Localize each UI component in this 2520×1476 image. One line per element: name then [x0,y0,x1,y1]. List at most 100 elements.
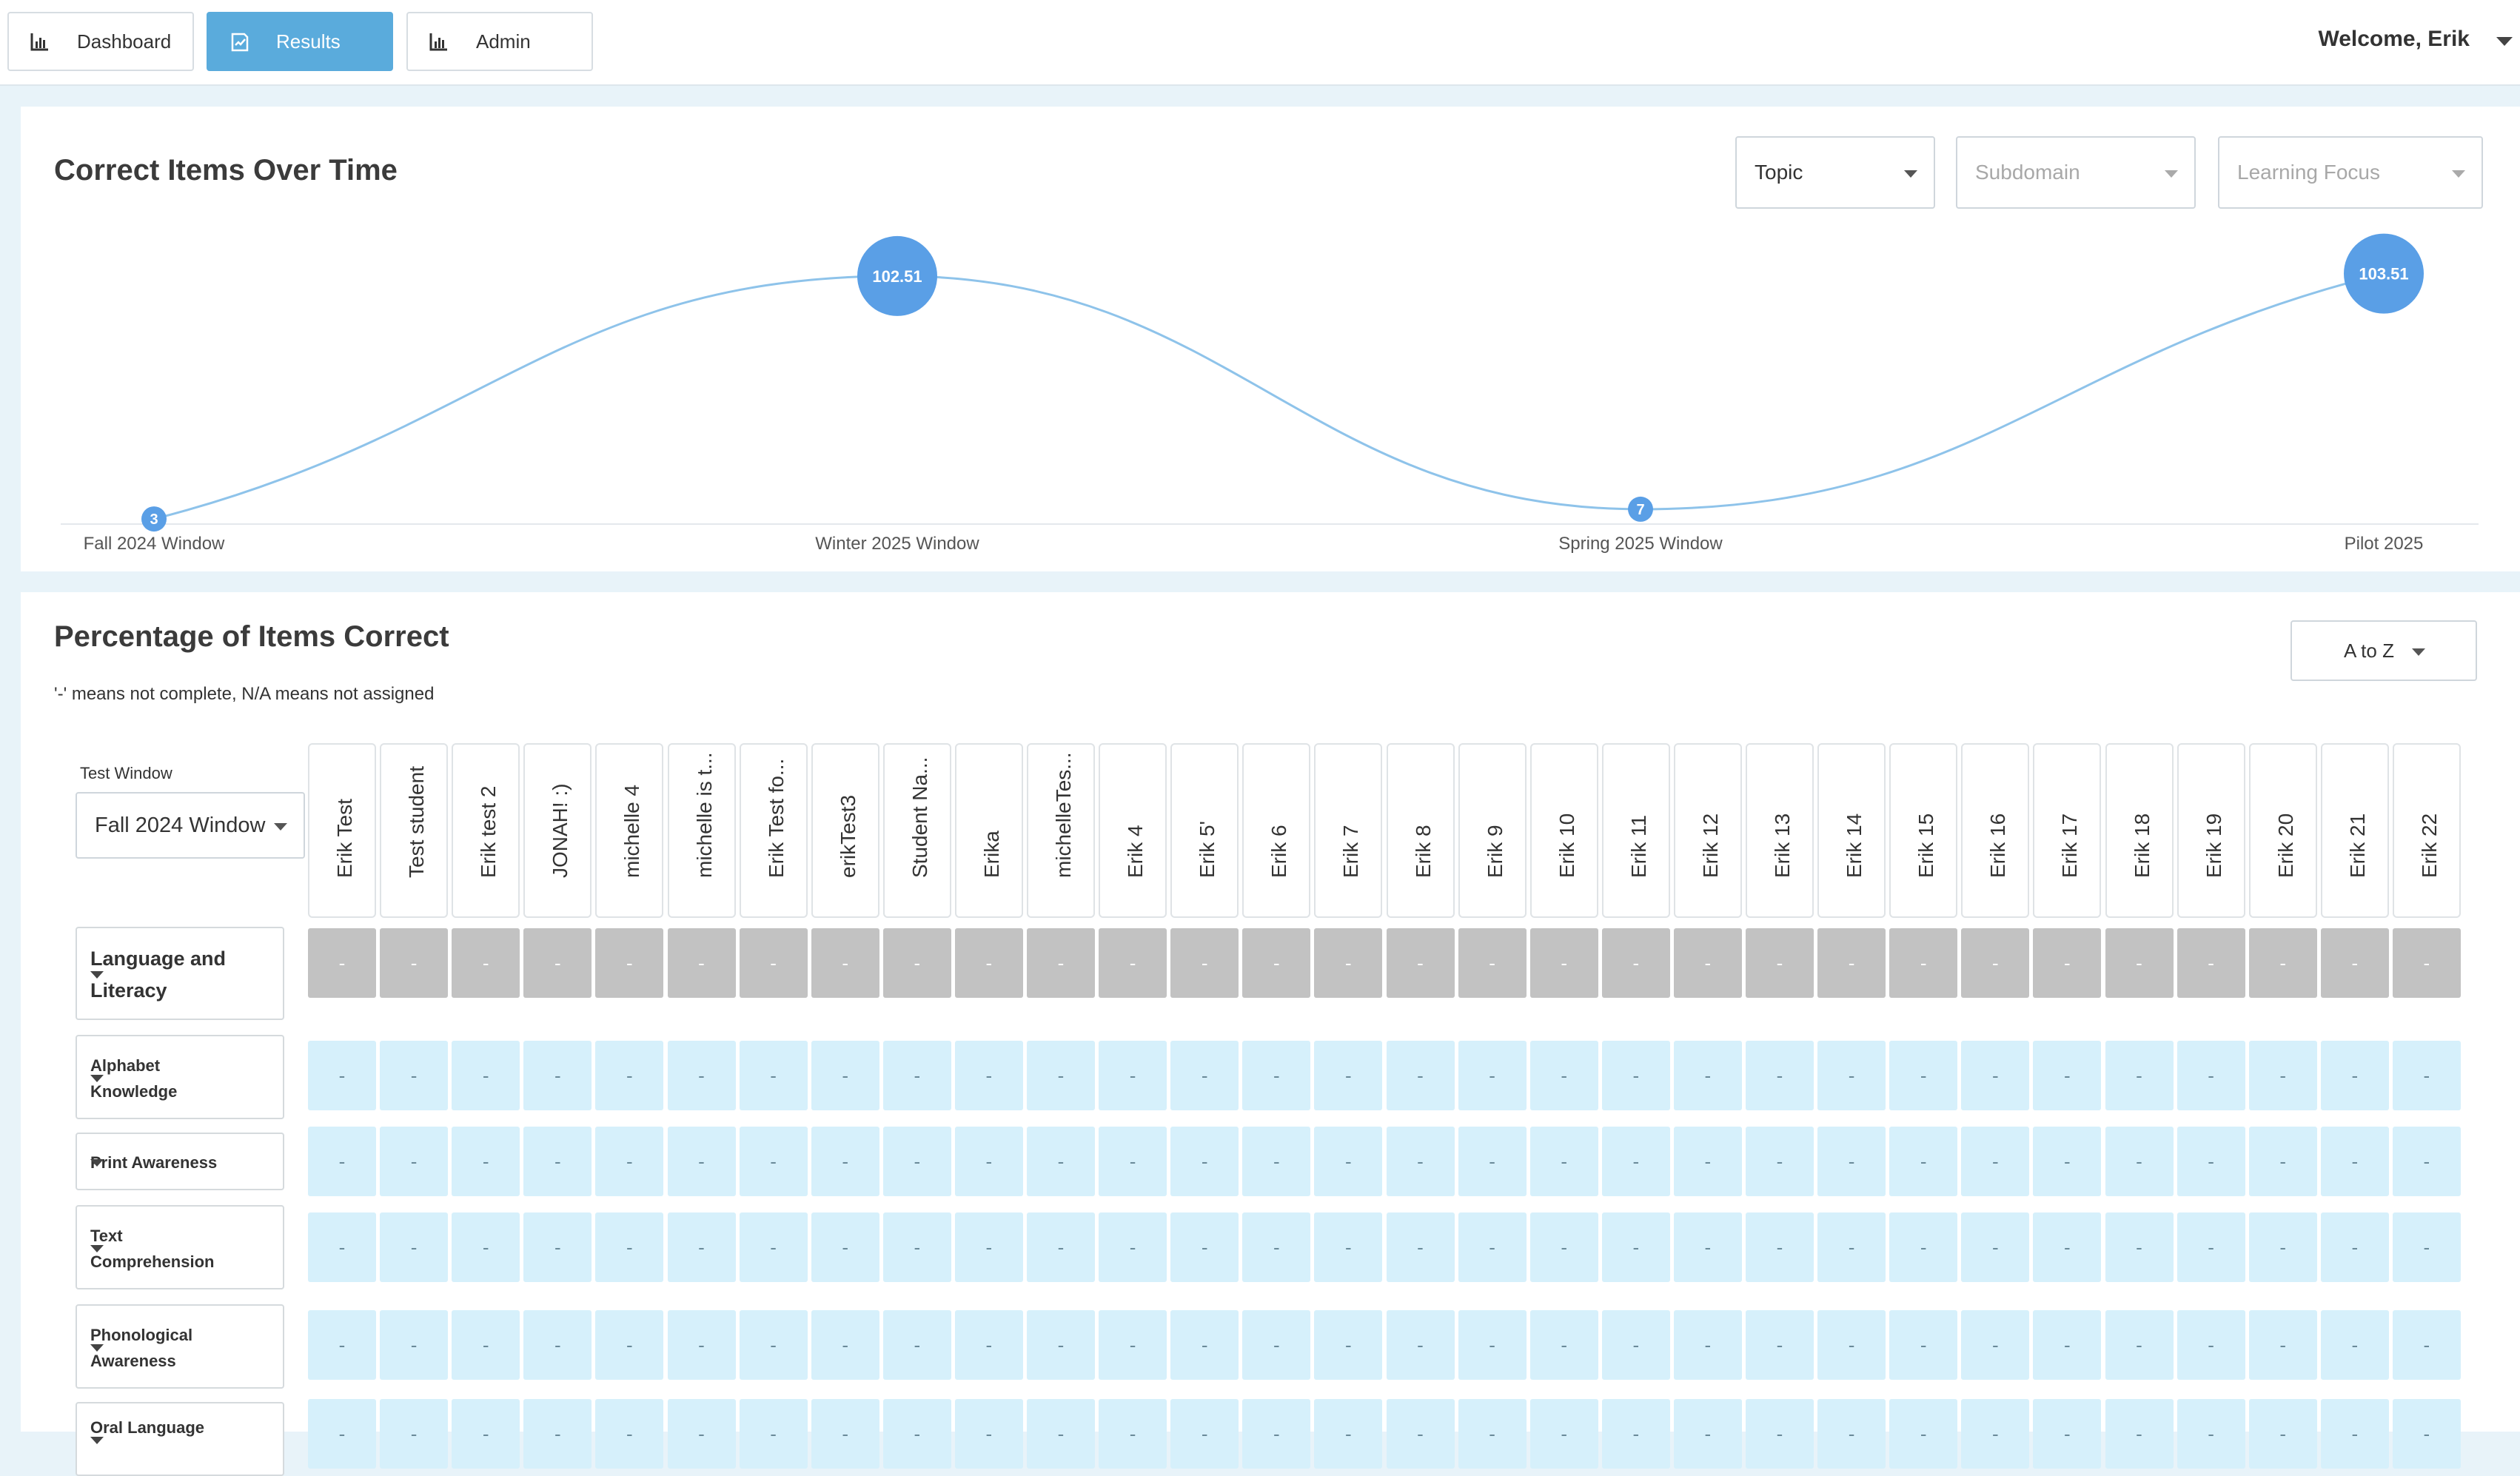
score-cell[interactable]: - [1027,1212,1095,1282]
score-cell[interactable]: - [2033,1127,2102,1196]
score-cell[interactable]: - [1961,1127,2030,1196]
score-cell[interactable]: - [882,1041,951,1110]
score-cell[interactable]: - [523,1041,592,1110]
score-cell[interactable]: - [954,1041,1023,1110]
row-label-toggle[interactable]: Alphabet Knowledge [76,1035,284,1119]
score-cell[interactable]: - [1673,1127,1742,1196]
score-cell[interactable]: - [1817,1127,1886,1196]
learning-focus-select[interactable]: Learning Focus [2218,136,2483,209]
score-cell[interactable]: - [380,1041,449,1110]
score-cell[interactable]: - [1746,1041,1814,1110]
score-cell[interactable]: - [1817,1041,1886,1110]
score-cell[interactable]: - [2392,1399,2461,1469]
score-cell[interactable]: - [811,1399,879,1469]
score-cell[interactable]: - [1529,928,1598,998]
score-cell[interactable]: - [2105,1041,2174,1110]
score-cell[interactable]: - [523,1212,592,1282]
row-label-toggle[interactable]: Text Comprehension [76,1205,284,1289]
score-cell[interactable]: - [2176,1127,2245,1196]
score-cell[interactable]: - [882,928,951,998]
score-cell[interactable]: - [667,1127,736,1196]
score-cell[interactable]: - [1817,928,1886,998]
score-cell[interactable]: - [1458,1399,1527,1469]
score-cell[interactable]: - [954,1399,1023,1469]
row-label-toggle[interactable]: Print Awareness [76,1133,284,1190]
row-label-toggle[interactable]: Oral Language [76,1402,284,1476]
score-cell[interactable]: - [1529,1310,1598,1380]
data-point[interactable] [2344,233,2424,314]
score-cell[interactable]: - [1817,1212,1886,1282]
score-cell[interactable]: - [2176,1310,2245,1380]
score-cell[interactable]: - [1961,1310,2030,1380]
score-cell[interactable]: - [1746,1127,1814,1196]
score-cell[interactable]: - [2105,1310,2174,1380]
score-cell[interactable]: - [2320,1041,2389,1110]
score-cell[interactable]: - [1673,928,1742,998]
score-cell[interactable]: - [2320,928,2389,998]
score-cell[interactable]: - [1746,1310,1814,1380]
score-cell[interactable]: - [452,1399,520,1469]
score-cell[interactable]: - [1314,1041,1383,1110]
score-cell[interactable]: - [739,1041,808,1110]
score-cell[interactable]: - [1099,1310,1167,1380]
score-cell[interactable]: - [2248,1310,2317,1380]
score-cell[interactable]: - [1746,1399,1814,1469]
score-cell[interactable]: - [2033,1041,2102,1110]
score-cell[interactable]: - [1673,1212,1742,1282]
score-cell[interactable]: - [739,928,808,998]
score-cell[interactable]: - [1170,1127,1239,1196]
score-cell[interactable]: - [811,1041,879,1110]
score-cell[interactable]: - [2033,1399,2102,1469]
score-cell[interactable]: - [595,1041,664,1110]
data-point[interactable] [857,235,937,316]
test-window-select[interactable]: Fall 2024 Window [76,792,305,859]
score-cell[interactable]: - [1386,1310,1455,1380]
score-cell[interactable]: - [2105,1212,2174,1282]
score-cell[interactable]: - [1314,1310,1383,1380]
score-cell[interactable]: - [2105,928,2174,998]
score-cell[interactable]: - [2392,1041,2461,1110]
score-cell[interactable]: - [739,1310,808,1380]
score-cell[interactable]: - [811,1212,879,1282]
score-cell[interactable]: - [523,1127,592,1196]
results-button[interactable]: Results [207,12,393,71]
score-cell[interactable]: - [308,1399,376,1469]
score-cell[interactable]: - [2176,1041,2245,1110]
score-cell[interactable]: - [1170,1041,1239,1110]
score-cell[interactable]: - [1746,1212,1814,1282]
admin-button[interactable]: Admin [406,12,593,71]
score-cell[interactable]: - [954,928,1023,998]
welcome-user-menu[interactable]: Welcome, Erik [2318,27,2470,51]
score-cell[interactable]: - [1529,1212,1598,1282]
score-cell[interactable]: - [452,1212,520,1282]
score-cell[interactable]: - [1601,1041,1670,1110]
score-cell[interactable]: - [2176,1212,2245,1282]
row-label-toggle[interactable]: Language and Literacy [76,927,284,1020]
score-cell[interactable]: - [595,1127,664,1196]
chevron-down-icon[interactable] [2496,37,2513,46]
score-cell[interactable]: - [2248,1041,2317,1110]
score-cell[interactable]: - [452,928,520,998]
score-cell[interactable]: - [739,1399,808,1469]
score-cell[interactable]: - [1889,1212,1958,1282]
score-cell[interactable]: - [1314,1127,1383,1196]
score-cell[interactable]: - [1458,1310,1527,1380]
score-cell[interactable]: - [595,928,664,998]
score-cell[interactable]: - [2248,928,2317,998]
score-cell[interactable]: - [308,1127,376,1196]
score-cell[interactable]: - [2248,1212,2317,1282]
score-cell[interactable]: - [595,1310,664,1380]
score-cell[interactable]: - [1673,1399,1742,1469]
score-cell[interactable]: - [2320,1399,2389,1469]
score-cell[interactable]: - [380,1212,449,1282]
score-cell[interactable]: - [1817,1310,1886,1380]
score-cell[interactable]: - [1099,1127,1167,1196]
score-cell[interactable]: - [2033,1310,2102,1380]
score-cell[interactable]: - [2248,1127,2317,1196]
score-cell[interactable]: - [1889,1041,1958,1110]
score-cell[interactable]: - [1961,1399,2030,1469]
score-cell[interactable]: - [1170,928,1239,998]
score-cell[interactable]: - [882,1310,951,1380]
score-cell[interactable]: - [954,1212,1023,1282]
score-cell[interactable]: - [2176,928,2245,998]
